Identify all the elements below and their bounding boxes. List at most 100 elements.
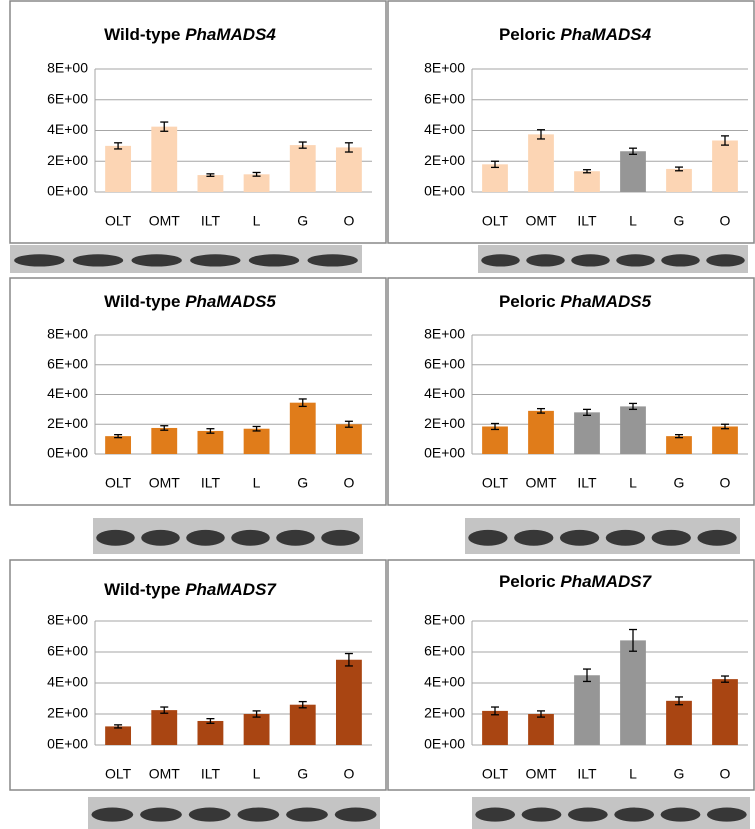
x-tick-label: OLT <box>105 213 132 229</box>
gel-band <box>522 808 562 822</box>
bar <box>244 429 270 454</box>
title-text: Peloric <box>499 572 560 591</box>
page: {"chart_data": [ {"type": "bar", "title"… <box>0 0 755 829</box>
gel-band <box>237 808 279 822</box>
x-tick-label: ILT <box>577 213 597 229</box>
x-tick-label: G <box>297 475 308 491</box>
y-tick-label: 4E+00 <box>47 674 88 690</box>
x-tick-label: L <box>253 475 261 491</box>
x-tick-label: ILT <box>577 475 597 491</box>
bar <box>336 660 362 745</box>
gel-band <box>335 808 377 822</box>
x-tick-label: L <box>253 766 261 782</box>
x-tick-label: O <box>720 475 731 491</box>
bar <box>197 175 223 192</box>
y-tick-label: 0E+00 <box>47 183 88 199</box>
x-tick-label: OMT <box>149 475 181 491</box>
gel-band <box>606 530 645 546</box>
title-text: Wild-type <box>104 25 185 44</box>
x-tick-label: ILT <box>201 475 221 491</box>
y-tick-label: 0E+00 <box>424 736 465 752</box>
y-tick-label: 8E+00 <box>424 612 465 628</box>
x-tick-label: L <box>629 213 637 229</box>
bar <box>574 171 600 192</box>
gel-band <box>96 530 135 546</box>
title-gene: PhaMADS4 <box>560 25 651 44</box>
y-tick-label: 2E+00 <box>47 705 88 721</box>
bar <box>482 426 508 454</box>
bar <box>620 151 646 192</box>
title-text: Peloric <box>499 292 560 311</box>
gel-band <box>568 808 608 822</box>
y-tick-label: 2E+00 <box>424 152 465 168</box>
bar <box>528 134 554 192</box>
bar <box>105 436 131 454</box>
y-tick-label: 8E+00 <box>47 60 88 76</box>
bar <box>290 705 316 745</box>
gel-band <box>614 808 654 822</box>
bar <box>712 140 738 192</box>
bar <box>244 174 270 192</box>
gel-band <box>321 530 360 546</box>
title-gene: PhaMADS5 <box>185 292 276 311</box>
chart-title: Peloric PhaMADS7 <box>499 572 653 591</box>
y-tick-label: 2E+00 <box>47 415 88 431</box>
title-text: Wild-type <box>104 292 185 311</box>
gel-band <box>475 808 515 822</box>
bar <box>620 640 646 745</box>
x-tick-label: OLT <box>105 475 132 491</box>
gel-band <box>661 808 701 822</box>
y-tick-label: 8E+00 <box>47 612 88 628</box>
gel-band <box>14 254 64 266</box>
gel-band <box>286 808 328 822</box>
y-tick-label: 8E+00 <box>47 326 88 342</box>
bar <box>105 726 131 745</box>
bar <box>336 424 362 454</box>
gel-band <box>481 254 520 266</box>
gel-band <box>276 530 315 546</box>
x-tick-label: OMT <box>149 213 181 229</box>
y-tick-label: 4E+00 <box>424 674 465 690</box>
title-text: Wild-type <box>104 580 185 599</box>
gel-band <box>661 254 700 266</box>
gel-band <box>697 530 736 546</box>
bar <box>666 701 692 745</box>
y-tick-label: 0E+00 <box>47 736 88 752</box>
gel-band <box>132 254 182 266</box>
title-gene: PhaMADS5 <box>560 292 651 311</box>
bar <box>712 426 738 454</box>
chart-title: Wild-type PhaMADS5 <box>104 292 276 311</box>
bar <box>290 403 316 454</box>
y-tick-label: 6E+00 <box>47 355 88 371</box>
gel-band <box>231 530 270 546</box>
y-tick-label: 6E+00 <box>424 355 465 371</box>
gel-band <box>514 530 553 546</box>
title-gene: PhaMADS7 <box>185 580 277 599</box>
bar <box>666 169 692 192</box>
chart-title: Wild-type PhaMADS4 <box>104 25 276 44</box>
x-tick-label: L <box>253 213 261 229</box>
x-tick-label: O <box>343 475 354 491</box>
x-tick-label: OLT <box>482 766 509 782</box>
x-tick-label: L <box>629 766 637 782</box>
bar <box>151 710 177 745</box>
chart-title: Wild-type PhaMADS7 <box>104 580 277 599</box>
x-tick-label: OLT <box>482 475 509 491</box>
y-tick-label: 8E+00 <box>424 60 465 76</box>
title-gene: PhaMADS7 <box>560 572 652 591</box>
y-tick-label: 0E+00 <box>47 445 88 461</box>
y-tick-label: 2E+00 <box>424 415 465 431</box>
bar <box>336 147 362 192</box>
x-tick-label: OMT <box>525 766 557 782</box>
y-tick-label: 6E+00 <box>424 90 465 106</box>
chart-title: Peloric PhaMADS4 <box>499 25 652 44</box>
y-tick-label: 0E+00 <box>424 445 465 461</box>
bar <box>290 145 316 192</box>
gel-band <box>91 808 133 822</box>
y-tick-label: 8E+00 <box>424 326 465 342</box>
x-tick-label: O <box>720 213 731 229</box>
x-tick-label: OLT <box>482 213 509 229</box>
gel-band <box>571 254 610 266</box>
x-tick-label: G <box>297 213 308 229</box>
title-gene: PhaMADS4 <box>185 25 276 44</box>
